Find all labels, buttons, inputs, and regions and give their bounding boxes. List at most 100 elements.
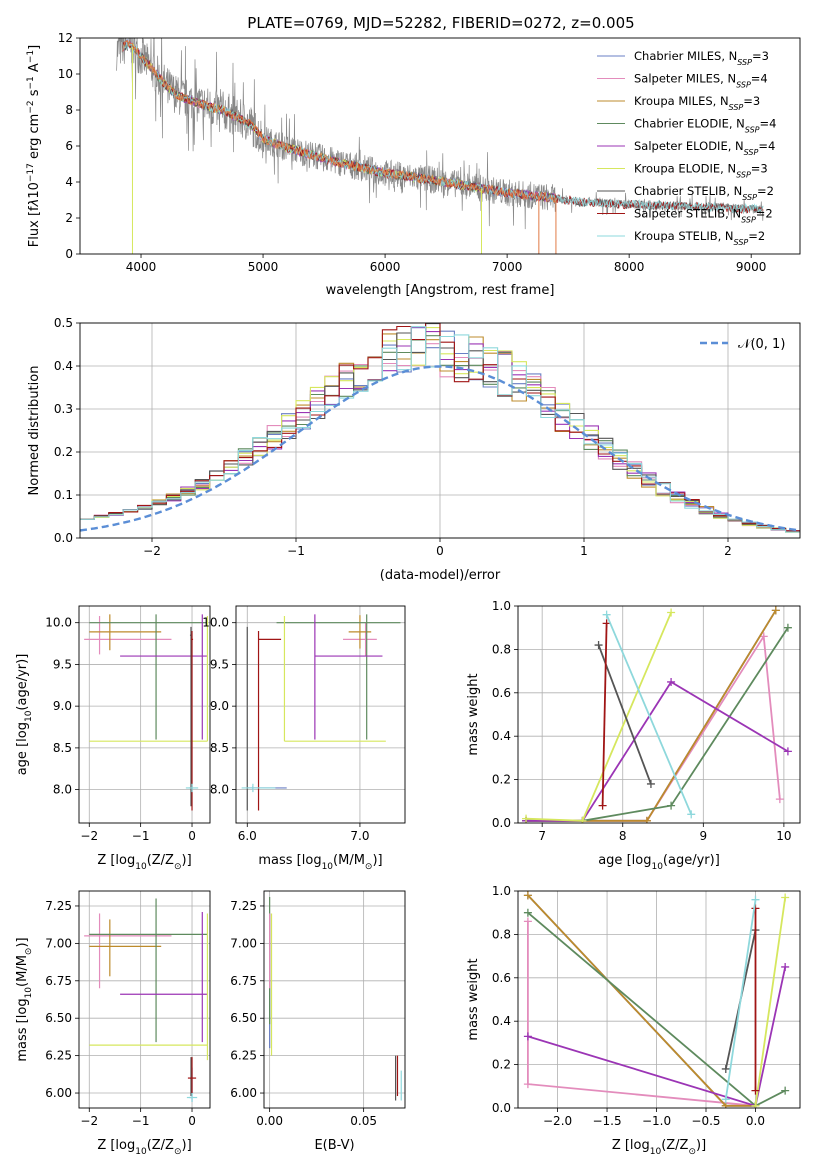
y-axis-label: Normed distribution xyxy=(27,366,42,496)
weight-line xyxy=(526,680,789,822)
x-axis-label-part: (Z/Z xyxy=(147,1138,174,1153)
x-axis-label-part: 10 xyxy=(135,1147,147,1157)
y-tick-label: 2 xyxy=(65,211,73,225)
weight-marker xyxy=(687,810,696,819)
weight-marker xyxy=(523,917,532,926)
x-axis-label-part: ⊙ xyxy=(365,862,373,872)
legend-label: Chabrier STELIB, NSSP=2 xyxy=(634,184,774,202)
y-tick-label: 6.00 xyxy=(45,1086,72,1100)
x-axis-label-part: )] xyxy=(182,1138,192,1153)
panel-mass-vs-Z: −2 −1 06.006.256.506.757.007.25Z [log10(Z/… xyxy=(15,890,211,1157)
y-tick-label: 8.5 xyxy=(53,741,72,755)
plot-area xyxy=(523,891,790,1108)
x-tick-label: 6.0 xyxy=(238,829,257,843)
weight-marker xyxy=(783,747,792,756)
x-tick-label: 2 xyxy=(724,544,732,558)
y-tick-label: 8.0 xyxy=(210,783,229,797)
legend-label-part: Kroupa STELIB, N xyxy=(634,229,734,243)
panel-age-vs-Z: −2 −1 08.08.59.09.510.0Z [log10(Z/Z⊙)]age … xyxy=(15,605,211,872)
y-tick-label: 0.5 xyxy=(54,316,73,330)
y-tick-label: 8 xyxy=(65,103,73,117)
y-axis-label: mass weight xyxy=(466,673,481,755)
x-axis-label-part: 10 xyxy=(650,1147,662,1157)
x-axis-label-part: )] xyxy=(696,1138,706,1153)
x-tick-label: −1 xyxy=(132,829,150,843)
weight-marker xyxy=(598,801,607,810)
y-tick-label: 0.0 xyxy=(492,816,511,830)
y-tick-label: 0.2 xyxy=(54,445,73,459)
x-tick-label: −2 xyxy=(143,544,161,558)
axes-frame xyxy=(517,605,801,824)
model-spectrum xyxy=(122,41,556,203)
weight-marker xyxy=(781,893,790,902)
x-axis-label: wavelength [Angstrom, rest frame] xyxy=(326,283,555,298)
model-spectrum xyxy=(122,41,483,193)
y-tick-label: 0.4 xyxy=(492,729,511,743)
y-axis-label-part: Flux [f xyxy=(27,206,42,247)
y-axis-label-part: ⊙ xyxy=(24,948,34,956)
y-axis-label-part: −1 xyxy=(26,50,36,63)
weight-line xyxy=(526,609,777,822)
y-axis-label-part: 10 xyxy=(27,182,42,199)
y-tick-label: 0.6 xyxy=(492,971,511,985)
x-tick-label: 0.00 xyxy=(256,1114,283,1128)
legend-label: Kroupa ELODIE, NSSP=3 xyxy=(634,162,768,180)
weight-marker xyxy=(594,641,603,650)
weight-line xyxy=(527,894,756,1107)
y-axis-label: mass [log10(M/M⊙)] xyxy=(15,937,34,1061)
legend-label-part: Chabrier MILES, N xyxy=(634,49,737,63)
legend-label-part: SSP xyxy=(736,80,751,89)
model-spectrum xyxy=(122,40,556,203)
y-tick-label: 0.0 xyxy=(54,531,73,545)
x-axis-label-part: 10 xyxy=(322,862,334,872)
legend-label: Kroupa STELIB, NSSP=2 xyxy=(634,229,765,247)
x-tick-label: 8 xyxy=(619,829,627,843)
y-axis-label-part: 10 xyxy=(24,710,34,722)
legend-label-part: =3 xyxy=(752,49,769,63)
x-axis-label: Z [log10(Z/Z⊙)] xyxy=(612,1138,706,1157)
x-axis-label-part: (age/yr)] xyxy=(663,853,720,868)
legend-label-part: =2 xyxy=(757,184,774,198)
y-axis-label-part: −2 xyxy=(26,100,36,113)
y-tick-label: 7.25 xyxy=(45,899,72,913)
panel-residuals: −2 −1 0 1 2 0.0 0.1 0.2 0.3 0.4 0.5 (data-model)/er… xyxy=(27,316,801,583)
weight-marker xyxy=(642,816,651,823)
y-tick-label: 6.25 xyxy=(230,1049,257,1063)
legend-label-part: Kroupa MILES, N xyxy=(634,94,729,108)
model-spectrum xyxy=(122,39,556,204)
legend-label-part: =3 xyxy=(751,162,768,176)
x-axis-label-part: mass [log xyxy=(258,853,321,868)
y-axis-label-part: )] xyxy=(15,937,30,947)
weight-marker xyxy=(721,1095,730,1104)
y-axis-label-part: 10 xyxy=(24,987,34,999)
y-tick-label: 4 xyxy=(65,175,73,189)
axes-frame xyxy=(78,605,211,824)
y-axis-label-part: s xyxy=(27,89,42,100)
x-tick-label: 9 xyxy=(699,829,707,843)
legend-label: 𝒩(0, 1) xyxy=(738,337,785,352)
y-axis-label: Flux [fλ10−17 erg cm−2 s−1 A−1] xyxy=(26,45,42,247)
axes-frame xyxy=(517,890,801,1109)
x-tick-label: 5000 xyxy=(248,260,279,274)
weight-line xyxy=(601,623,608,806)
panel-mass-vs-EBV: 0.00 0.05 6.00 6.25 6.50 6.75 7.00 7.25 E(B-V) xyxy=(230,890,406,1153)
weight-marker xyxy=(602,610,611,619)
weight-marker xyxy=(751,895,760,904)
weight-marker xyxy=(751,1101,760,1108)
y-tick-label: 0.8 xyxy=(492,927,511,941)
x-axis-label-part: age [log xyxy=(598,853,651,868)
x-axis-label-part: 10 xyxy=(135,862,147,872)
y-axis-label-part: age [log xyxy=(15,722,30,775)
x-axis-label: (data-model)/error xyxy=(380,568,501,583)
y-tick-label: 10.0 xyxy=(45,616,72,630)
plot-area xyxy=(241,614,401,811)
weight-marker xyxy=(751,1086,760,1095)
y-axis-label-part: ] xyxy=(27,45,42,50)
y-tick-label: 8.5 xyxy=(210,741,229,755)
x-tick-label: 7.0 xyxy=(350,829,369,843)
y-tick-label: 9.0 xyxy=(53,699,72,713)
legend-label-part: Salpeter STELIB, N xyxy=(634,207,741,221)
panel-age-vs-mass: 6.0 7.0 8.0 8.5 9.0 9.5 10.0 mass [log10(M/M⊙)] xyxy=(202,605,406,872)
x-tick-label: −1 xyxy=(287,544,305,558)
